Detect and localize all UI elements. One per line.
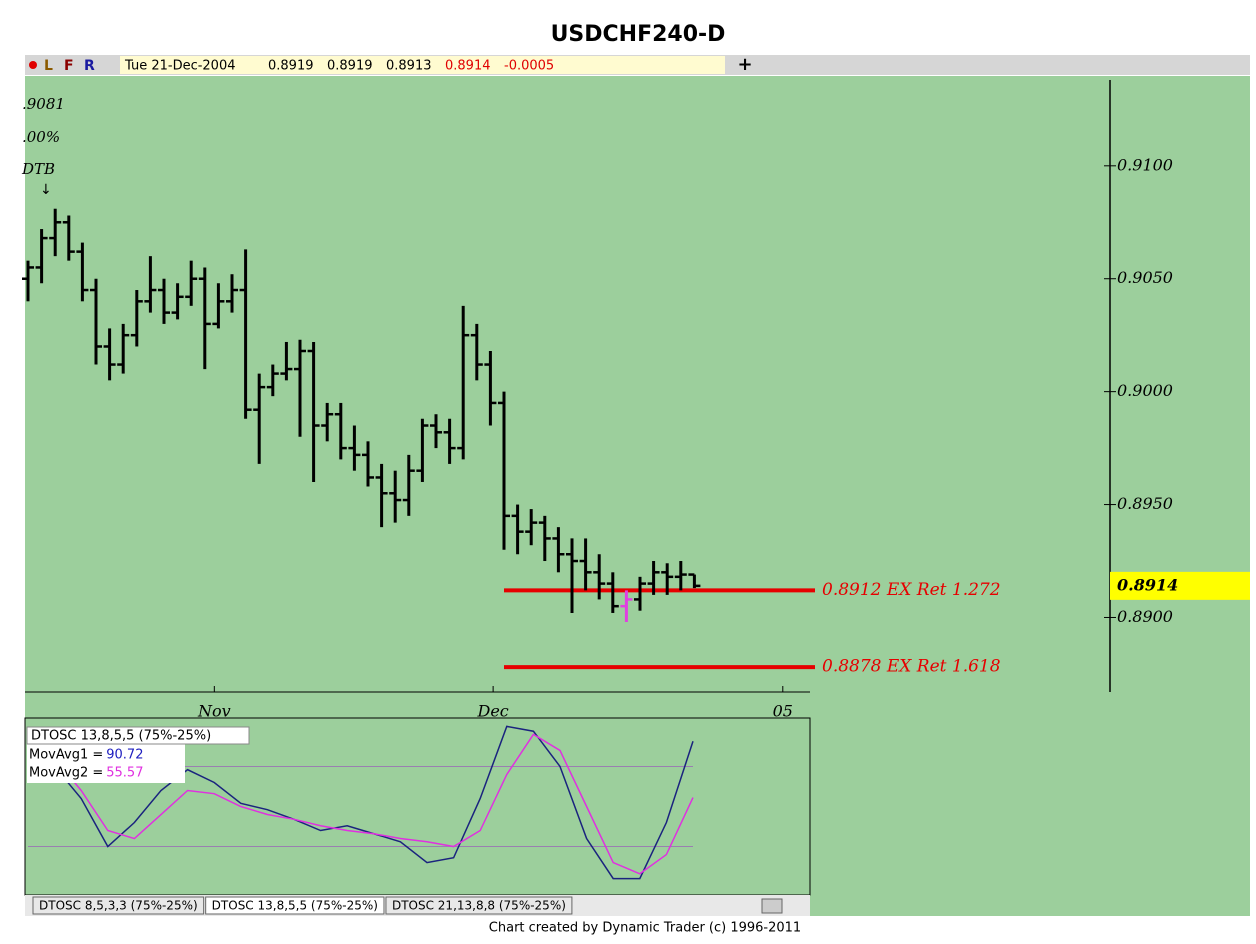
info-field: 0.8919 — [268, 59, 314, 74]
info-box — [120, 56, 725, 74]
y-tick-label: 0.9050 — [1117, 268, 1173, 287]
legend-value: 90.72 — [106, 748, 143, 763]
legend-name: MovAvg2 = — [29, 766, 103, 781]
toolbar-letter[interactable]: R — [84, 58, 95, 74]
y-tick-label: 0.9000 — [1117, 381, 1173, 400]
toolbar-letter[interactable]: F — [64, 58, 74, 74]
annotation: .00% — [22, 128, 60, 146]
x-tick-label: Dec — [476, 702, 508, 721]
tab[interactable]: DTOSC 21,13,8,8 (75%-25%) — [392, 899, 566, 913]
y-tick-label: 0.8950 — [1117, 494, 1173, 513]
legend-name: MovAvg1 = — [29, 748, 103, 763]
x-tick-label: Nov — [197, 702, 231, 721]
osc-title: DTOSC 13,8,5,5 (75%-25%) — [31, 729, 211, 744]
cursor-icon: + — [737, 54, 752, 75]
info-field: 0.8914 — [445, 59, 491, 74]
dot — [29, 61, 37, 69]
tab[interactable]: DTOSC 13,8,5,5 (75%-25%) — [212, 899, 378, 913]
chart-title: USDCHF240-D — [551, 22, 726, 47]
tab-shape[interactable] — [385, 896, 573, 915]
legend-value: 55.57 — [106, 766, 143, 781]
x-tick-label: 05 — [773, 702, 793, 721]
osc-line — [27, 725, 694, 880]
info-field: -0.0005 — [504, 59, 554, 74]
info-field: 0.8919 — [327, 59, 373, 74]
toolbar-letter[interactable]: L — [44, 58, 53, 74]
level-label: 0.8878 EX Ret 1.618 — [822, 657, 1001, 677]
footer: Chart created by Dynamic Trader (c) 1996… — [489, 921, 801, 936]
y-tick-label: 0.9100 — [1117, 155, 1173, 174]
annotation: .9081 — [22, 95, 65, 113]
osc-line — [27, 733, 694, 875]
info-date: Tue 21-Dec-2004 — [124, 59, 236, 74]
tab-shape[interactable] — [205, 896, 385, 915]
info-field: 0.8913 — [386, 59, 432, 74]
osc-title-bg — [26, 726, 250, 745]
scroll-button[interactable] — [761, 898, 783, 914]
y-tick-label: 0.8900 — [1117, 607, 1173, 626]
annotation: DTB — [21, 160, 55, 178]
tab-shape[interactable] — [32, 896, 205, 915]
last-price: 0.8914 — [1117, 575, 1178, 594]
level-label: 0.8912 EX Ret 1.272 — [822, 580, 1001, 600]
last-price-box — [1110, 571, 1250, 600]
arrow: ↓ — [40, 182, 52, 198]
tab[interactable]: DTOSC 8,5,3,3 (75%-25%) — [39, 899, 198, 913]
